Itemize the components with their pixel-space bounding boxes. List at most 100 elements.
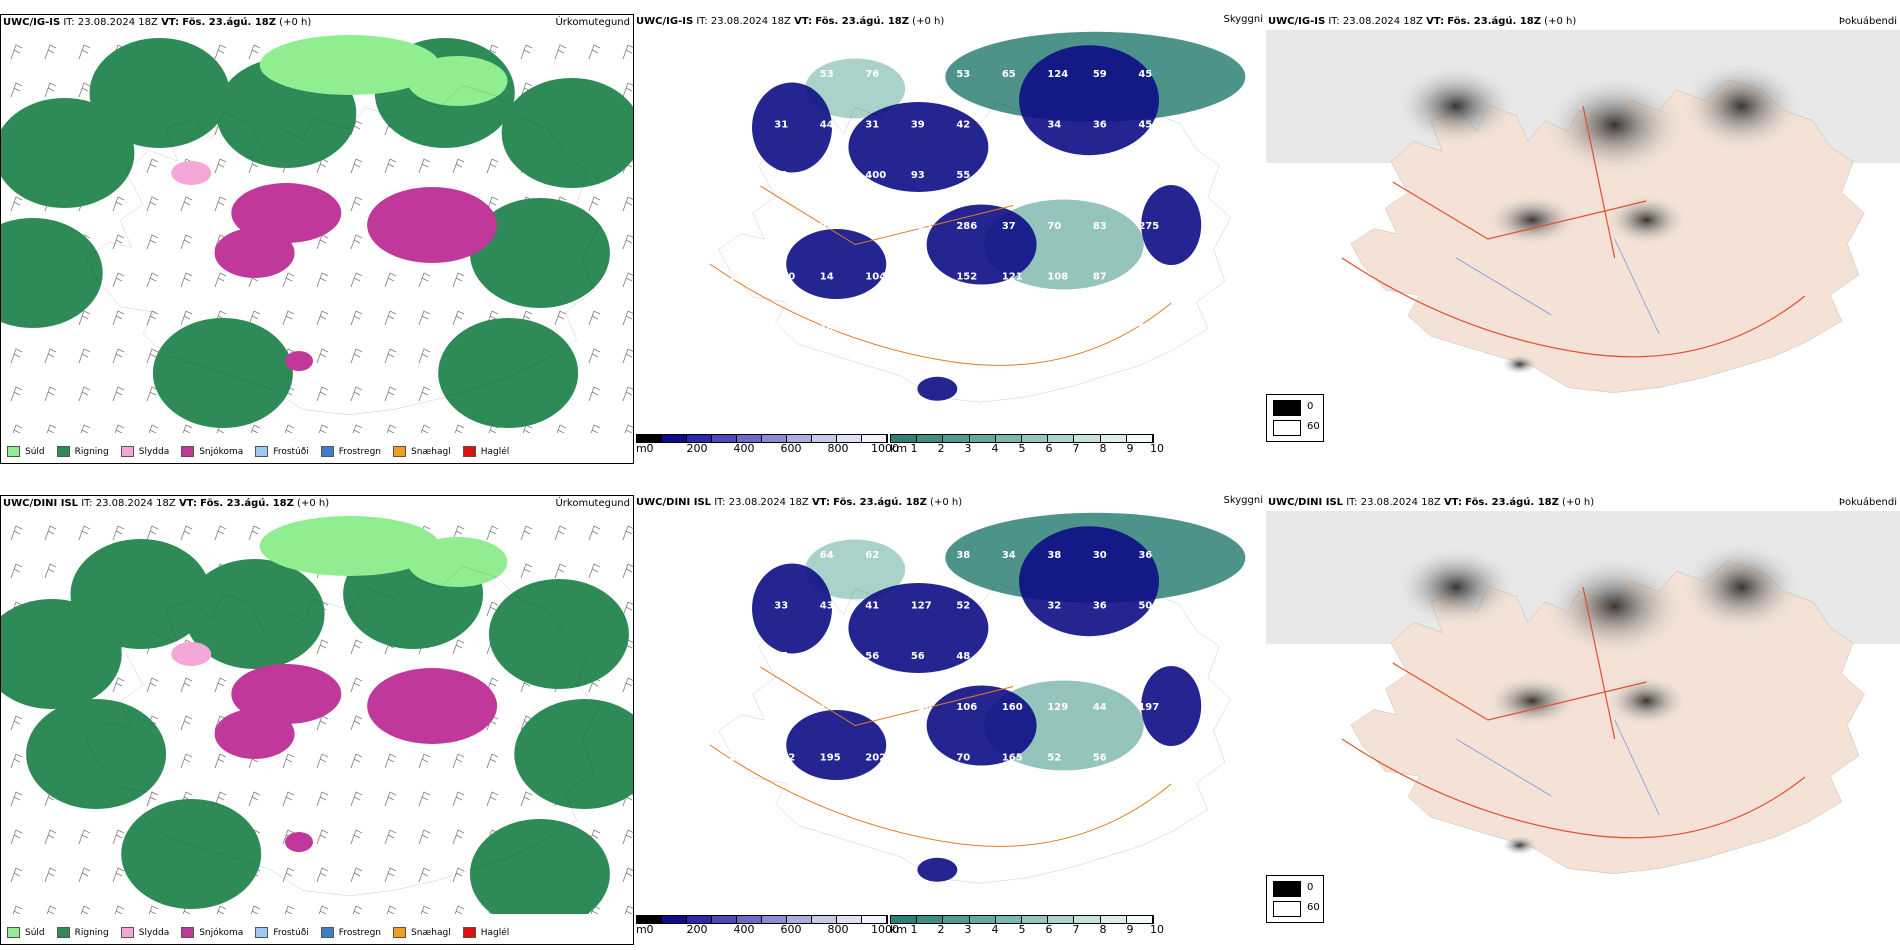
colorbar-tick: 5 [1018, 923, 1026, 936]
colorbar-segment [1100, 916, 1127, 923]
colorbar-tick: 400 [733, 442, 755, 455]
cloudbase-value: 53 [956, 69, 970, 80]
legend-label: Snjókoma [199, 927, 244, 938]
cloudbase-visibility-map-panel: UWC/IG-IS IT: 23.08.2024 18Z VT: Fös. 23… [634, 14, 1266, 464]
colorbar-tick: 6 [1045, 923, 1053, 936]
colorbar-segment [1100, 435, 1127, 442]
cloudbase-value: 37 [729, 702, 743, 713]
colorbar-segment [1022, 916, 1049, 923]
colorbar-segment [637, 916, 662, 923]
colorbar-tick: 2 [937, 923, 945, 936]
panel-title: Þokuábendi [1838, 497, 1897, 508]
fog-legend: 0 60 [1266, 875, 1324, 923]
cloudbase-value: 39 [774, 373, 788, 384]
colorbar-segment [712, 916, 737, 923]
colorbar-unit: km [890, 442, 908, 455]
colorbar-segment [917, 916, 944, 923]
legend-label: Haglél [480, 927, 510, 938]
colorbar-segment [943, 916, 970, 923]
legend-label: Snæhagl [411, 446, 451, 457]
cloudbase-value: 400 [865, 170, 886, 181]
cloudbase-value: 87 [1093, 272, 1107, 283]
legend-item: Frostúði [255, 927, 309, 938]
colorbar-segment [737, 916, 762, 923]
legend-swatch [1273, 420, 1301, 436]
colorbar-segment [837, 916, 862, 923]
legend-item: Súld [7, 446, 45, 457]
colorbar-tick: 600 [780, 442, 802, 455]
cloudbase-value: 52 [820, 373, 834, 384]
vt-label: VT: [161, 17, 180, 28]
cloudbase-value: 52 [956, 601, 970, 612]
legend-label: Frostregn [338, 446, 382, 457]
it-label: IT: [696, 16, 708, 27]
cloudbase-value: 40 [1002, 120, 1016, 131]
cloudbase-value: 448 [820, 170, 841, 181]
cloudbase-value: 55 [774, 651, 788, 662]
cloudbase-value: 40 [729, 120, 743, 131]
cloudbase-value: 66 [1138, 322, 1152, 333]
colorbar-tick: 3 [964, 923, 972, 936]
cloudbase-value: 31 [865, 120, 879, 131]
cloudbase-value: 160 [1002, 702, 1023, 713]
cloudbase-value: 39 [911, 120, 925, 131]
colorbar-segments [636, 915, 888, 924]
legend-swatch [181, 446, 195, 457]
map-header: UWC/DINI ISL IT: 23.08.2024 18Z VT: Fös.… [636, 497, 962, 509]
cloudbase-value: 43 [820, 601, 834, 612]
cloudbase-value: 53 [820, 69, 834, 80]
it-value: 23.08.2024 18Z [77, 17, 158, 28]
cloudbase-value: 32 [1093, 322, 1107, 333]
legend-swatch [255, 927, 269, 938]
colorbar-tick: 200 [686, 442, 708, 455]
cloudbase-value: 47 [1093, 651, 1107, 662]
it-label: IT: [1346, 497, 1358, 508]
colorbar-tick: 6 [1045, 442, 1053, 455]
colorbar-tick: 8 [1099, 442, 1107, 455]
cloudbase-map: 198 63 53 76 102 53 65 124 59 45 40 31 44 31 39 42 40 34 3… [709, 31, 1246, 420]
cloudbase-value: 63 [774, 69, 788, 80]
fog-map [1266, 30, 1900, 410]
cloudbase-colorbar: m 0 200 400 600 800 1000 [636, 915, 899, 937]
cloudbase-value: 204 [1047, 322, 1068, 333]
cloudbase-value: 93 [911, 170, 925, 181]
cloudbase-value: 122 [729, 272, 750, 283]
cloudbase-value: 36 [1093, 120, 1107, 131]
colorbar-segment [995, 916, 1023, 923]
cloudbase-value: 14 [820, 272, 834, 283]
it-value: 23.08.2024 18Z [1360, 497, 1441, 508]
colorbar-segment [891, 435, 918, 442]
cloudbase-value: 56 [865, 651, 879, 662]
cloudbase-value: 62 [865, 550, 879, 561]
legend-swatch [181, 927, 195, 938]
colorbar-unit: m [636, 923, 647, 936]
colorbar-tick: 5 [1018, 442, 1026, 455]
cloudbase-value: 74 [729, 221, 743, 232]
vt-label: VT: [811, 497, 830, 508]
colorbar-tick: 9 [1126, 923, 1134, 936]
colorbar-tick: 10 [1150, 923, 1164, 936]
cloudbase-value: 12 [865, 702, 879, 713]
legend-label: Snæhagl [411, 927, 451, 938]
cloudbase-value: 56 [1093, 753, 1107, 764]
cloudbase-value: 31 [911, 550, 925, 561]
cloudbase-value: 70 [1047, 221, 1061, 232]
colorbar-tick: 7 [1072, 442, 1080, 455]
colorbar-tick: 2 [937, 442, 945, 455]
colorbar-segment [1048, 916, 1075, 923]
cloudbase-value: 302 [911, 322, 932, 333]
map-header: UWC/IG-IS IT: 23.08.2024 18Z VT: Fös. 23… [1268, 16, 1576, 28]
map-header: UWC/IG-IS IT: 23.08.2024 18Z VT: Fös. 23… [636, 16, 944, 28]
cloudbase-value: 113 [911, 221, 932, 232]
legend-item: Haglél [462, 927, 510, 938]
legend-label: Haglél [480, 446, 510, 457]
cloudbase-value: 70 [956, 753, 970, 764]
cloudbase-value: 49 [729, 651, 743, 662]
cloudbase-value: 31 [774, 120, 788, 131]
cloudbase-value: 38 [956, 550, 970, 561]
colorbar-segment [1048, 435, 1075, 442]
fog-indicator-map-panel: UWC/DINI ISL IT: 23.08.2024 18Z VT: Fös.… [1266, 495, 1900, 945]
colorbar-segment [1074, 916, 1101, 923]
legend-item: Snjókoma [181, 446, 243, 457]
cloudbase-value: 82 [1002, 601, 1016, 612]
